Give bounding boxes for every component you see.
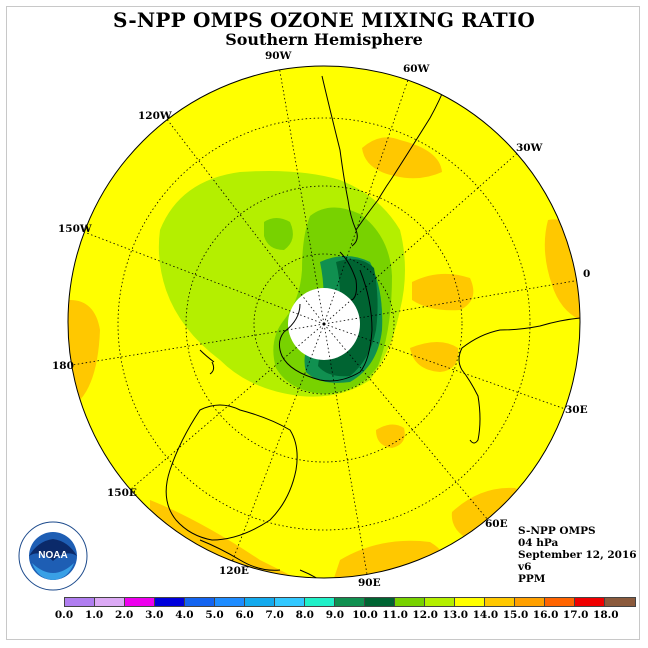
lon-label-150e: 150E	[107, 487, 137, 499]
indonesia-coast	[199, 539, 321, 578]
legend-tick-label: 0.0	[54, 609, 74, 621]
legend-tick-label: 18.0	[593, 609, 619, 621]
legend-tick-label: 9.0	[325, 609, 345, 621]
legend-swatch	[485, 598, 515, 606]
map-title: S-NPP OMPS OZONE MIXING RATIO	[113, 8, 535, 32]
new-zealand-coast	[199, 349, 215, 375]
lon-label-120e: 120E	[219, 565, 249, 577]
legend-swatch	[545, 598, 575, 606]
field-patch-orange	[410, 342, 459, 372]
info-units: PPM	[518, 573, 546, 585]
lon-label-90w: 90W	[265, 50, 292, 62]
legend-swatch	[245, 598, 275, 606]
lon-label-0: 0	[583, 268, 591, 280]
legend-tick-label: 1.0	[84, 609, 104, 621]
legend-swatch	[155, 598, 185, 606]
latitude-circles	[117, 117, 531, 531]
legend-swatch	[455, 598, 485, 606]
field-patch-orange	[376, 424, 405, 448]
legend-tick-label: 12.0	[412, 609, 438, 621]
south-america-coast	[321, 75, 447, 247]
legend-swatch	[365, 598, 395, 606]
legend-swatch	[515, 598, 545, 606]
field-patch-orange	[362, 137, 442, 179]
meridians	[68, 66, 580, 578]
legend-tick-label: 16.0	[532, 609, 559, 621]
info-version: v6	[518, 561, 532, 573]
info-block: S-NPP OMPS 04 hPa September 12, 2016 v6 …	[518, 525, 637, 585]
legend-tick-label: 13.0	[442, 609, 469, 621]
legend-swatch	[335, 598, 365, 606]
australia-coast	[165, 404, 298, 541]
legend-swatch	[215, 598, 245, 606]
info-level: 04 hPa	[518, 537, 559, 549]
coastlines	[165, 75, 580, 578]
antarctica-coast	[278, 269, 373, 382]
map-outer-circle	[67, 65, 581, 579]
legend-swatch	[125, 598, 155, 606]
lon-label-30e: 30E	[565, 404, 588, 416]
legend-swatch	[575, 598, 605, 606]
legend-tick-label: 5.0	[205, 609, 224, 621]
legend-tick-label: 14.0	[472, 609, 499, 621]
legend-swatch	[185, 598, 215, 606]
lon-label-30w: 30W	[516, 142, 543, 154]
color-legend	[64, 597, 636, 607]
legend-swatch	[95, 598, 125, 606]
lon-label-150w: 150W	[58, 223, 92, 235]
legend-tick-label: 8.0	[295, 609, 314, 621]
legend-tick-label: 3.0	[145, 609, 164, 621]
field-patch-orange	[412, 273, 474, 311]
africa-coast	[458, 317, 580, 444]
legend-swatch	[305, 598, 335, 606]
lon-label-90e: 90E	[358, 577, 381, 589]
info-instrument: S-NPP OMPS	[518, 525, 596, 537]
lon-label-120w: 120W	[138, 110, 172, 122]
legend-swatch	[425, 598, 455, 606]
legend-tick-label: 6.0	[235, 609, 254, 621]
legend-swatch	[395, 598, 425, 606]
lon-label-60w: 60W	[403, 63, 430, 75]
field-region-11ppm	[264, 218, 293, 250]
legend-tick-label: 15.0	[502, 609, 529, 621]
lon-label-60e: 60E	[485, 518, 508, 530]
noaa-logo-text: NOAA	[38, 550, 67, 561]
legend-tick-label: 11.0	[382, 609, 408, 621]
legend-tick-label: 2.0	[115, 609, 134, 621]
legend-swatch	[275, 598, 305, 606]
legend-tick-label: 7.0	[265, 609, 284, 621]
legend-ticks: 0.0 1.0 2.0 3.0 4.0 5.0 6.0 7.0 8.0 9.0 10.0 11.0 12…	[52, 609, 619, 623]
legend-swatch	[605, 598, 635, 606]
info-date: September 12, 2016	[518, 549, 637, 561]
legend-tick-label: 4.0	[175, 609, 194, 621]
legend-tick-label: 17.0	[562, 609, 589, 621]
legend-tick-label: 10.0	[352, 609, 378, 621]
lon-label-180: 180	[52, 360, 74, 372]
ozone-field	[68, 66, 580, 578]
noaa-logo-icon: NOAA	[18, 521, 88, 591]
legend-swatch	[65, 598, 95, 606]
figure-frame	[6, 6, 640, 640]
map-subtitle: Southern Hemisphere	[225, 30, 423, 49]
